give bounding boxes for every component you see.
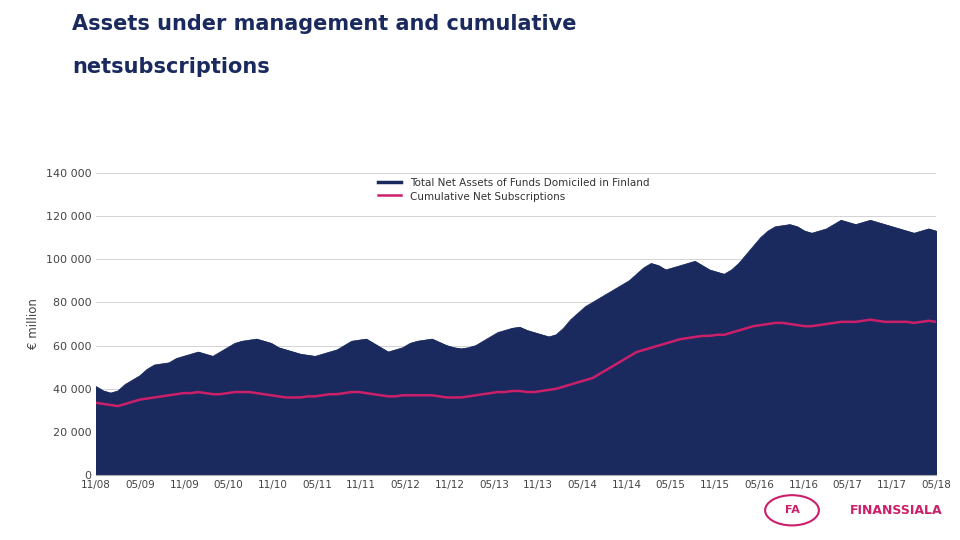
Legend: Total Net Assets of Funds Domiciled in Finland, Cumulative Net Subscriptions: Total Net Assets of Funds Domiciled in F… [378,178,649,201]
Text: FINANSSIALA: FINANSSIALA [850,504,942,517]
Text: FA: FA [784,505,800,515]
Text: netsubscriptions: netsubscriptions [72,57,270,77]
Y-axis label: € million: € million [27,299,40,349]
Text: Assets under management and cumulative: Assets under management and cumulative [72,14,577,33]
